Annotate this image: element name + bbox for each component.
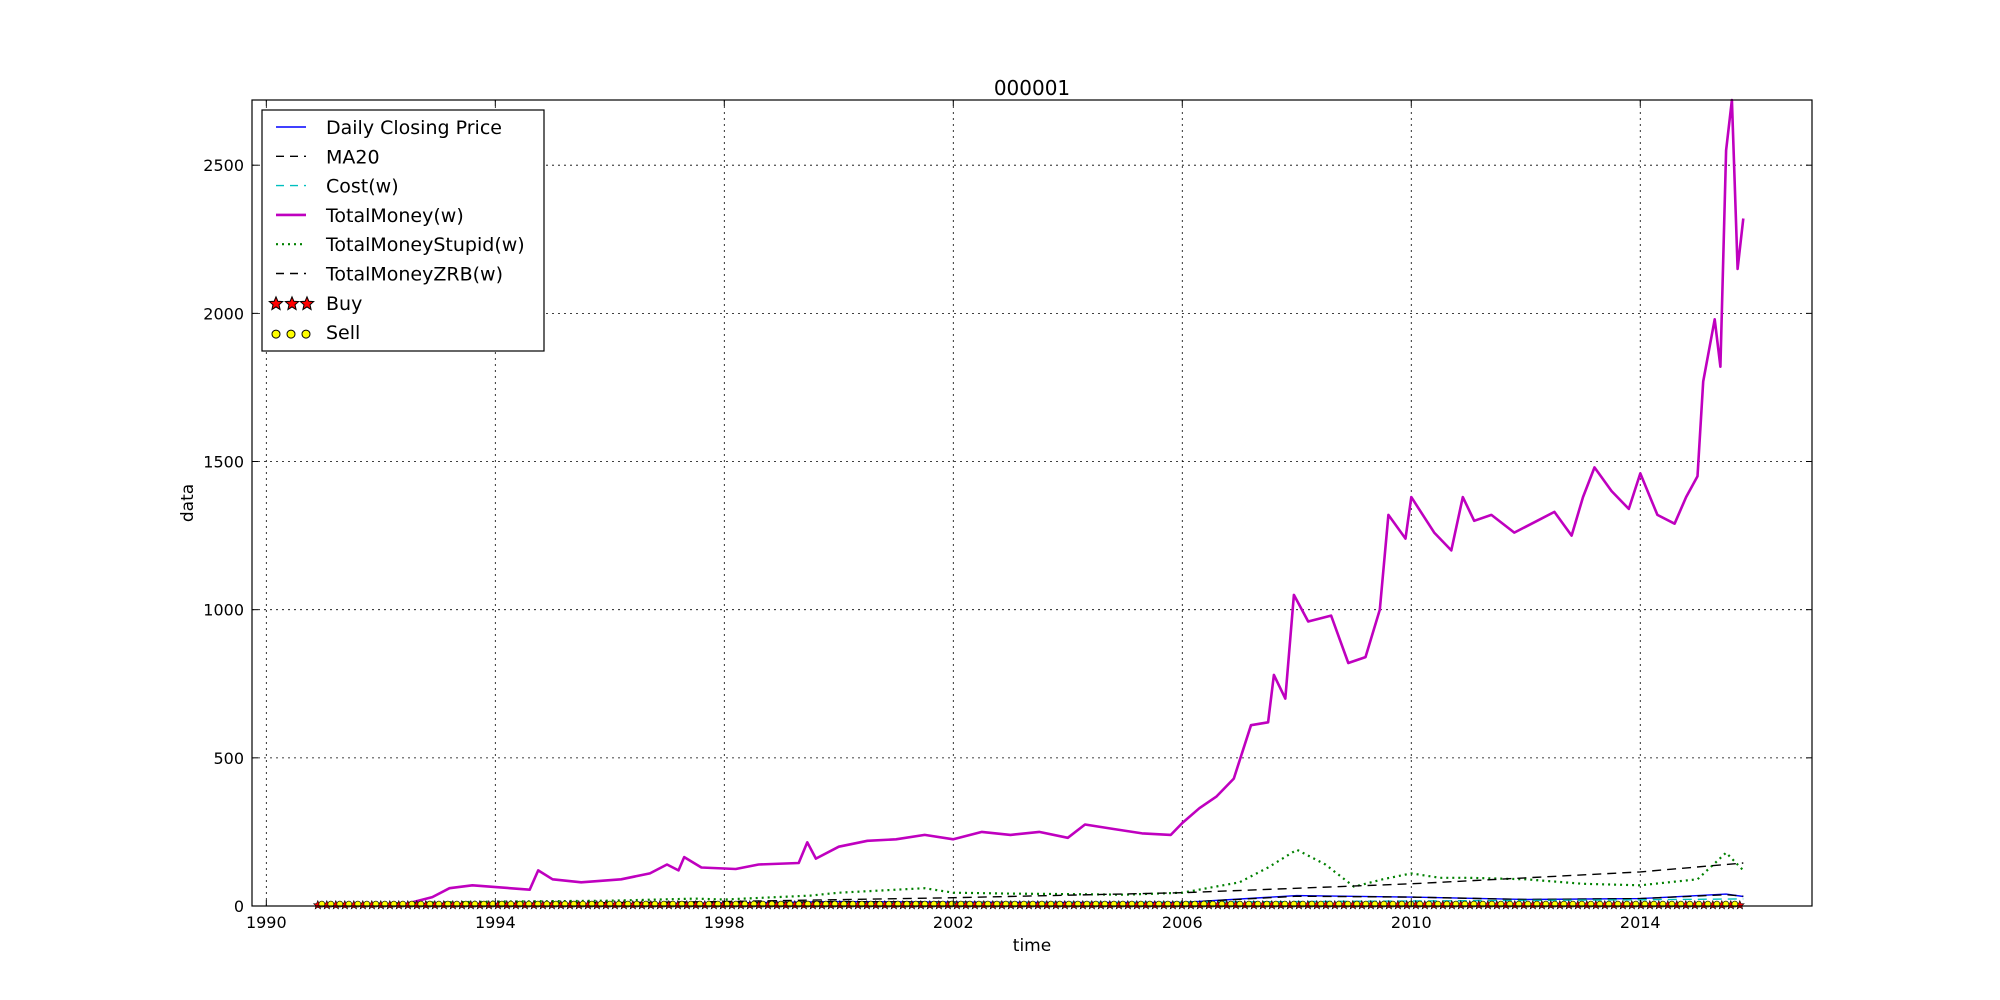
legend-label: TotalMoneyStupid(w) <box>325 234 525 256</box>
chart-title: 000001 <box>994 76 1070 100</box>
legend-label: Cost(w) <box>326 176 399 198</box>
legend: Daily Closing Price MA20 Cost(w) TotalMoney… <box>261 109 545 352</box>
x-tick-label: 2006 <box>1162 913 1203 932</box>
series-line <box>317 98 1745 908</box>
x-tick-label: 2014 <box>1620 913 1661 932</box>
plot-frame <box>251 99 1813 907</box>
legend-label: TotalMoneyZRB(w) <box>325 264 503 286</box>
x-tick-label: 2010 <box>1391 913 1432 932</box>
y-tick-label: 2000 <box>203 304 244 323</box>
x-tick-label: 1990 <box>246 913 287 932</box>
x-axis: 1990 1994 1998 2002 2006 2010 2014 <box>246 100 1661 932</box>
y-tick-label: 2500 <box>203 156 244 175</box>
legend-label: Daily Closing Price <box>326 117 502 139</box>
y-tick-label: 1000 <box>203 601 244 620</box>
legend-box <box>261 109 545 352</box>
x-tick-label: 2002 <box>933 913 974 932</box>
series-line <box>317 848 1745 906</box>
y-tick-label: 500 <box>213 749 244 768</box>
y-tick-label: 1500 <box>203 453 244 472</box>
y-tick-label: 0 <box>234 897 244 916</box>
legend-swatch <box>301 329 311 339</box>
legend-label: MA20 <box>326 146 380 168</box>
legend-swatch <box>286 329 296 339</box>
y-axis: 0 500 1000 1500 2000 2500 <box>203 156 1812 916</box>
x-tick-label: 1998 <box>704 913 745 932</box>
y-axis-label: data <box>178 484 198 522</box>
legend-label: TotalMoney(w) <box>325 205 464 227</box>
legend-swatch <box>271 329 281 339</box>
legend-swatch <box>299 295 315 311</box>
x-axis-label: time <box>1013 936 1051 956</box>
legend-label: Sell <box>326 322 360 344</box>
legend-label: Buy <box>326 293 362 315</box>
legend-swatch <box>268 295 284 311</box>
legend-swatch <box>284 295 300 311</box>
x-tick-label: 1994 <box>475 913 516 932</box>
